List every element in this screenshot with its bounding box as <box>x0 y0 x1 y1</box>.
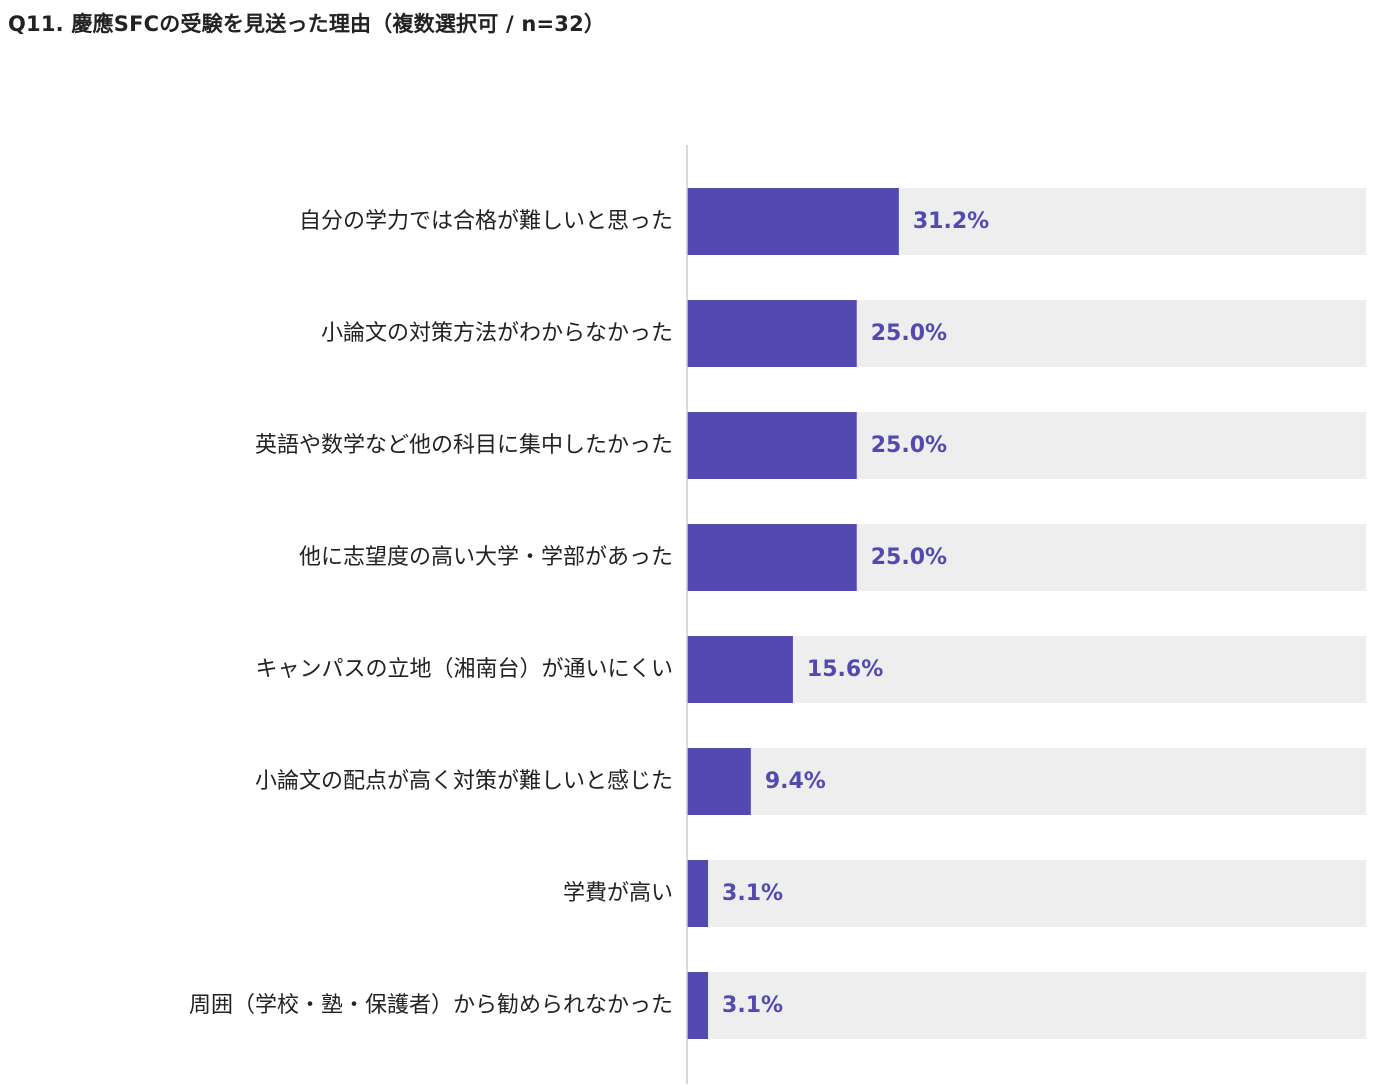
bar <box>687 972 709 1039</box>
category-label: 他に志望度の高い大学・学部があった <box>299 545 673 570</box>
bar-track <box>687 972 1366 1039</box>
bar <box>687 748 751 815</box>
category-label: キャンパスの立地（湘南台）が通いにくい <box>255 657 673 682</box>
bar <box>687 524 857 591</box>
category-label: 英語や数学など他の科目に集中したかった <box>255 433 673 458</box>
bar <box>687 188 899 255</box>
data-label: 25.0% <box>871 545 947 570</box>
bar-track <box>687 748 1366 815</box>
bar <box>687 412 857 479</box>
category-label: 周囲（学校・塾・保護者）から勧められなかった <box>189 993 673 1018</box>
data-label: 15.6% <box>807 657 883 682</box>
data-label: 3.1% <box>722 881 783 906</box>
bar-track <box>687 636 1366 703</box>
category-label: 小論文の対策方法がわからなかった <box>321 321 673 346</box>
data-label: 9.4% <box>765 769 826 794</box>
data-label: 25.0% <box>871 433 947 458</box>
data-label: 31.2% <box>913 209 989 234</box>
bar <box>687 300 857 367</box>
category-label: 学費が高い <box>563 881 673 906</box>
chart-title: Q11. 慶應SFCの受験を見送った理由（複数選択可 / n=32） <box>8 12 606 36</box>
category-label: 小論文の配点が高く対策が難しいと感じた <box>255 769 673 794</box>
bar <box>687 636 793 703</box>
bar <box>687 860 709 927</box>
bar-track <box>687 860 1366 927</box>
category-label: 自分の学力では合格が難しいと思った <box>299 209 673 234</box>
data-label: 3.1% <box>722 993 783 1018</box>
data-label: 25.0% <box>871 321 947 346</box>
